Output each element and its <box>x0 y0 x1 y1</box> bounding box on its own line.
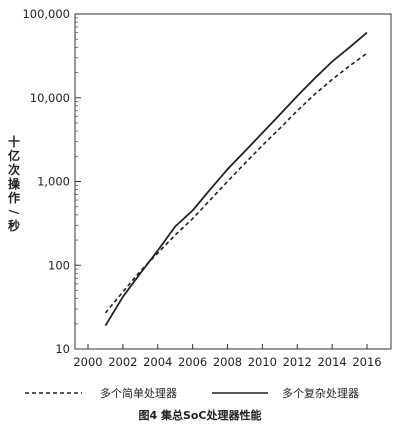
y-axis-label-char: 亿 <box>8 148 20 163</box>
x-axis-ticks: 2000 2002 2004 2006 2008 2010 2012 2014 2016 <box>73 344 382 369</box>
x-tick-label: 2014 <box>317 355 346 369</box>
figure-caption: 图4 集总SoC处理器性能 <box>138 408 261 422</box>
y-axis-label-char: 作 <box>8 190 20 205</box>
series-line-simple-processors <box>104 52 368 314</box>
x-tick-label: 2016 <box>352 355 381 369</box>
series-line-complex-processors <box>104 31 368 327</box>
y-axis-label-char: 秒 <box>8 218 20 233</box>
y-axis-ticks: 10 100 1,000 10,000 100,000 <box>22 7 81 356</box>
x-tick-label: 2000 <box>73 355 102 369</box>
y-axis-label-char: 操 <box>8 176 21 191</box>
y-tick-label: 10 <box>55 342 70 356</box>
legend-label: 多个简单处理器 <box>100 386 177 400</box>
y-tick-label: 100 <box>48 258 70 272</box>
x-tick-label: 2010 <box>248 355 277 369</box>
y-axis-label-char: 十 <box>8 134 20 149</box>
chart-series <box>104 31 368 327</box>
x-tick-label: 2008 <box>213 355 242 369</box>
x-tick-label: 2012 <box>283 355 312 369</box>
y-axis-label-char: 次 <box>8 162 20 177</box>
legend-label: 多个复杂处理器 <box>282 386 359 400</box>
y-axis-label-char: / <box>7 210 21 215</box>
y-tick-label: 10,000 <box>30 91 70 105</box>
y-tick-label: 100,000 <box>22 7 70 21</box>
x-tick-label: 2004 <box>143 355 172 369</box>
y-tick-label: 1,000 <box>37 175 70 189</box>
x-tick-label: 2006 <box>178 355 207 369</box>
chart-legend: 多个简单处理器 多个复杂处理器 <box>25 386 359 400</box>
x-tick-label: 2002 <box>108 355 137 369</box>
